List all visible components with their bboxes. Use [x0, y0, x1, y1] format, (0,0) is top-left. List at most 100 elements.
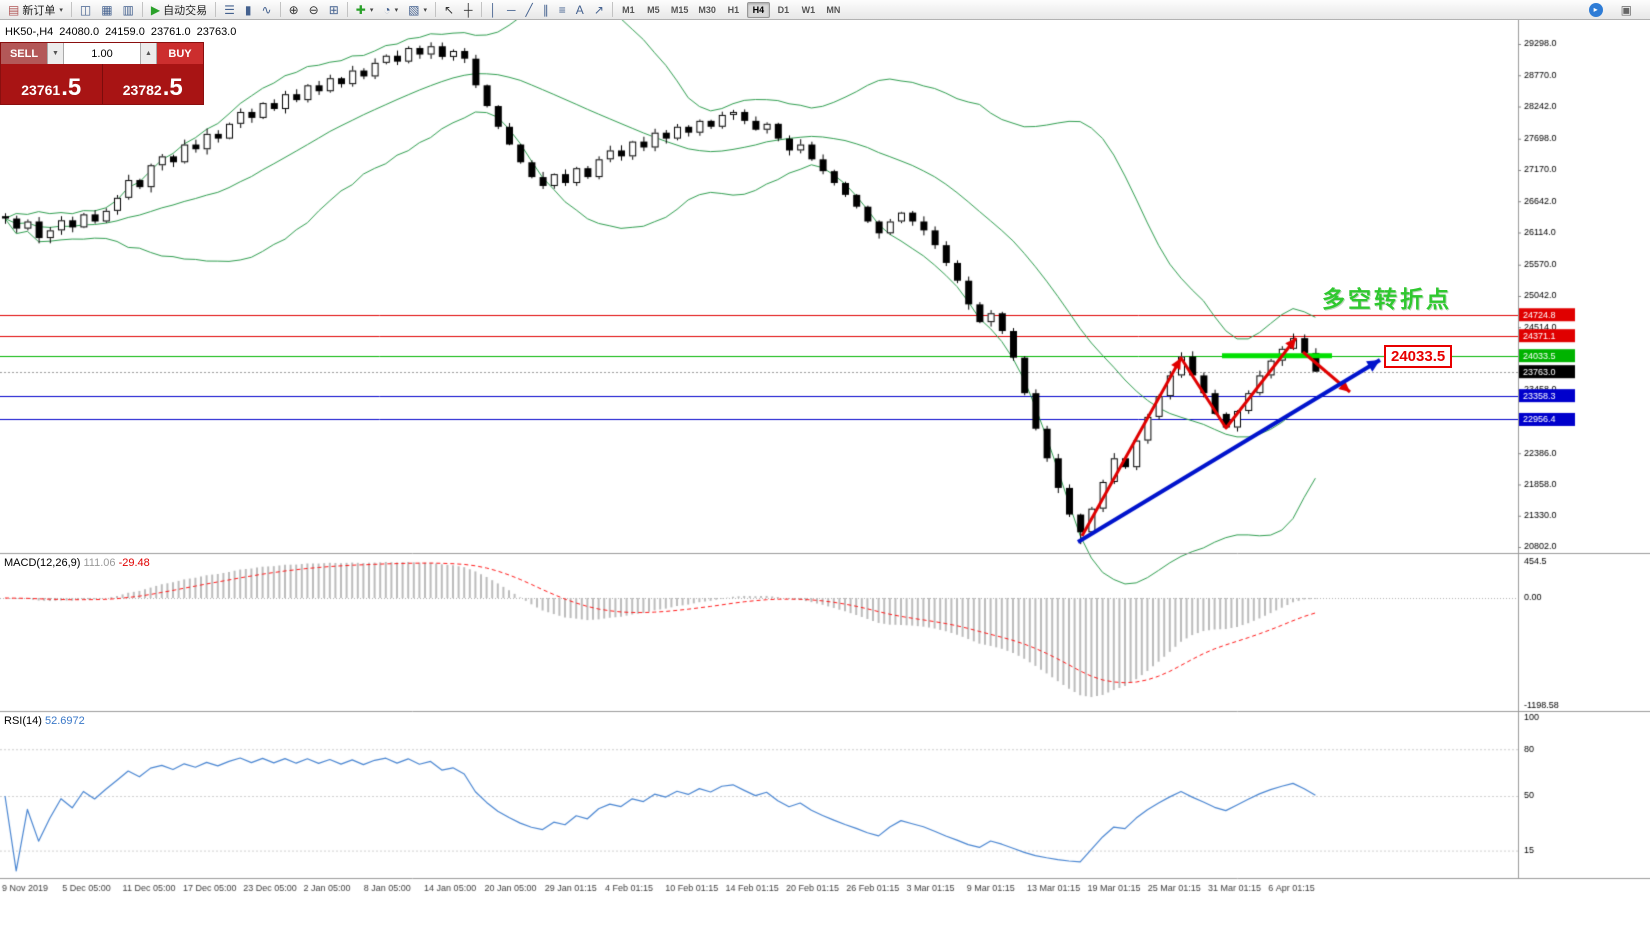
chevron-down-icon: ▾: [59, 6, 63, 14]
main-toolbar: ▤ 新订单 ▾ ◫ ▦ ▥ ▶ 自动交易 ☰ ▮ ∿ ⊕ ⊖ ⊞ ✚ ▾ ◔ ▾ ▧ ▾ ↖ ┼ │ ─ ╱ ∥ ≡ A ↗ M1 M5 M…: [0, 0, 1650, 20]
line-chart-icon: ∿: [261, 2, 272, 17]
high-value: 24159.0: [105, 26, 145, 38]
chevron-down-icon: ▾: [369, 6, 374, 14]
autotrading-label: 自动交易: [163, 4, 208, 17]
open-value: 24080.0: [59, 26, 100, 38]
candlestick-chart-icon: ▮: [244, 2, 252, 17]
trade-panel-price-row: 23761.5 23782.5: [1, 64, 203, 104]
buy-price-pip: .5: [162, 73, 183, 101]
macd-name: MACD(12,26,9): [4, 557, 81, 569]
new-order-button[interactable]: ▤ 新订单 ▾: [3, 1, 68, 19]
data-window-icon: ▥: [122, 2, 134, 17]
community-button[interactable]: ▸: [1584, 1, 1608, 19]
spinner-up-icon: ▲: [145, 50, 152, 57]
zoom-in-icon: ⊕: [288, 2, 299, 17]
profiles-icon: ▦: [101, 2, 113, 17]
templates-button[interactable]: ▧ ▾: [403, 1, 432, 19]
fullscreen-button[interactable]: ▣: [1616, 1, 1637, 19]
lot-size-input[interactable]: 1.00: [64, 43, 140, 64]
sell-button[interactable]: SELL: [1, 43, 47, 64]
buy-price[interactable]: 23782.5: [103, 64, 204, 104]
periods-icon: ◔: [383, 2, 391, 17]
community-icon: ▸: [1588, 2, 1603, 17]
tile-windows-button[interactable]: ⊞: [324, 1, 344, 19]
templates-icon: ▧: [408, 2, 420, 17]
equidistant-channel-icon: ∥: [542, 2, 549, 17]
arrow-tools-icon: ↗: [593, 2, 604, 17]
rsi-value: 52.6972: [44, 715, 85, 727]
toolbar-separator: [434, 2, 436, 17]
new-order-label: 新订单: [22, 4, 56, 17]
timeframe-toolbar: M1 M5 M15 M30 H1 H4 D1 W1 MN: [616, 0, 846, 19]
rsi-name: RSI(14): [4, 715, 42, 727]
crosshair-button[interactable]: ┼: [459, 1, 478, 19]
crosshair-icon: ┼: [464, 2, 473, 17]
toolbar-separator: [141, 2, 143, 17]
sell-price-pip: .5: [61, 73, 82, 101]
cursor-button[interactable]: ↖: [439, 1, 459, 19]
line-chart-button[interactable]: ∿: [257, 1, 277, 19]
data-window-button[interactable]: ▥: [118, 1, 139, 19]
lot-decrease-button[interactable]: ▼: [47, 43, 64, 64]
timeframe-button-m30[interactable]: M30: [698, 4, 716, 15]
arrow-tools-button[interactable]: ↗: [589, 1, 609, 19]
sell-price-main: 23761: [21, 81, 61, 98]
bars-chart-button[interactable]: ☰: [219, 1, 240, 19]
toolbar-separator: [480, 2, 482, 17]
indicators-button[interactable]: ✚ ▾: [351, 1, 379, 19]
horizontal-line-button[interactable]: ─: [502, 1, 521, 19]
text-label-button[interactable]: A: [571, 1, 589, 19]
buy-button[interactable]: BUY: [157, 43, 203, 64]
timeframe-button-m15[interactable]: M15: [670, 4, 689, 15]
fibonacci-button[interactable]: ≡: [554, 1, 571, 19]
macd-signal-value: -29.48: [118, 557, 150, 569]
toolbar-separator: [215, 2, 217, 17]
fibonacci-icon: ≡: [558, 2, 566, 17]
periods-button[interactable]: ◔ ▾: [378, 1, 403, 19]
timeframe-button-mn[interactable]: MN: [826, 4, 841, 15]
ohlc-info: HK50-,H4 24080.0 24159.0 23761.0 23763.0: [5, 26, 242, 38]
macd-indicator-label: MACD(12,26,9) 111.06 -29.48: [4, 557, 150, 569]
chevron-down-icon: ▾: [423, 6, 427, 14]
equidistant-channel-button[interactable]: ∥: [538, 1, 554, 19]
timeframe-button-m5[interactable]: M5: [647, 4, 660, 15]
toolbar-button-group: ▤ 新订单 ▾ ◫ ▦ ▥ ▶ 自动交易 ☰ ▮ ∿ ⊕ ⊖ ⊞ ✚ ▾ ◔ ▾ ▧ ▾ ↖ ┼ │ ─ ╱ ∥ ≡ A ↗: [3, 0, 616, 19]
timeframe-button-h1[interactable]: H1: [727, 4, 740, 15]
profiles-button[interactable]: ▦: [96, 1, 117, 19]
timeframe-button-h4[interactable]: H4: [746, 1, 770, 18]
sell-price[interactable]: 23761.5: [1, 64, 102, 104]
spinner-down-icon: ▼: [52, 50, 59, 57]
autotrading-icon: ▶: [150, 2, 161, 17]
candlestick-chart-button[interactable]: ▮: [240, 1, 257, 19]
toolbar-separator: [70, 2, 72, 17]
chart-window-icon: ◫: [79, 2, 92, 17]
toolbar-separator: [279, 2, 281, 17]
bars-chart-icon: ☰: [224, 2, 235, 17]
indicators-icon: ✚: [355, 2, 366, 17]
timeframe-button-m1[interactable]: M1: [622, 4, 635, 15]
timeframe-button-d1[interactable]: D1: [777, 4, 790, 15]
price-callout-label: 24033.5: [1384, 345, 1453, 368]
new-order-icon: ▤: [8, 2, 20, 17]
zoom-out-button[interactable]: ⊖: [304, 1, 324, 19]
macd-main-value: 111.06: [83, 557, 116, 569]
lot-increase-button[interactable]: ▲: [140, 43, 157, 64]
trade-panel-header-row: SELL ▼ 1.00 ▲ BUY: [1, 43, 203, 64]
autotrading-button[interactable]: ▶ 自动交易: [146, 1, 212, 19]
trendline-button[interactable]: ╱: [521, 1, 538, 19]
low-value: 23761.0: [150, 26, 191, 38]
toolbar-separator: [346, 2, 348, 17]
toolbar-right-group: ▸ ▣: [1584, 1, 1647, 19]
horizontal-line-icon: ─: [507, 2, 516, 17]
close-value: 23763.0: [196, 26, 237, 38]
symbol-period-label: HK50-,H4: [5, 26, 54, 38]
vertical-line-button[interactable]: │: [485, 1, 503, 19]
zoom-in-button[interactable]: ⊕: [284, 1, 304, 19]
zoom-out-icon: ⊖: [308, 2, 319, 17]
price-chart-canvas[interactable]: [0, 20, 1650, 945]
timeframe-button-w1[interactable]: W1: [801, 4, 816, 15]
buy-price-main: 23782: [122, 81, 162, 98]
fullscreen-icon: ▣: [1620, 2, 1632, 17]
one-click-trading-panel: SELL ▼ 1.00 ▲ BUY 23761.5 23782.5: [0, 42, 204, 105]
chart-window-button[interactable]: ◫: [75, 1, 96, 19]
